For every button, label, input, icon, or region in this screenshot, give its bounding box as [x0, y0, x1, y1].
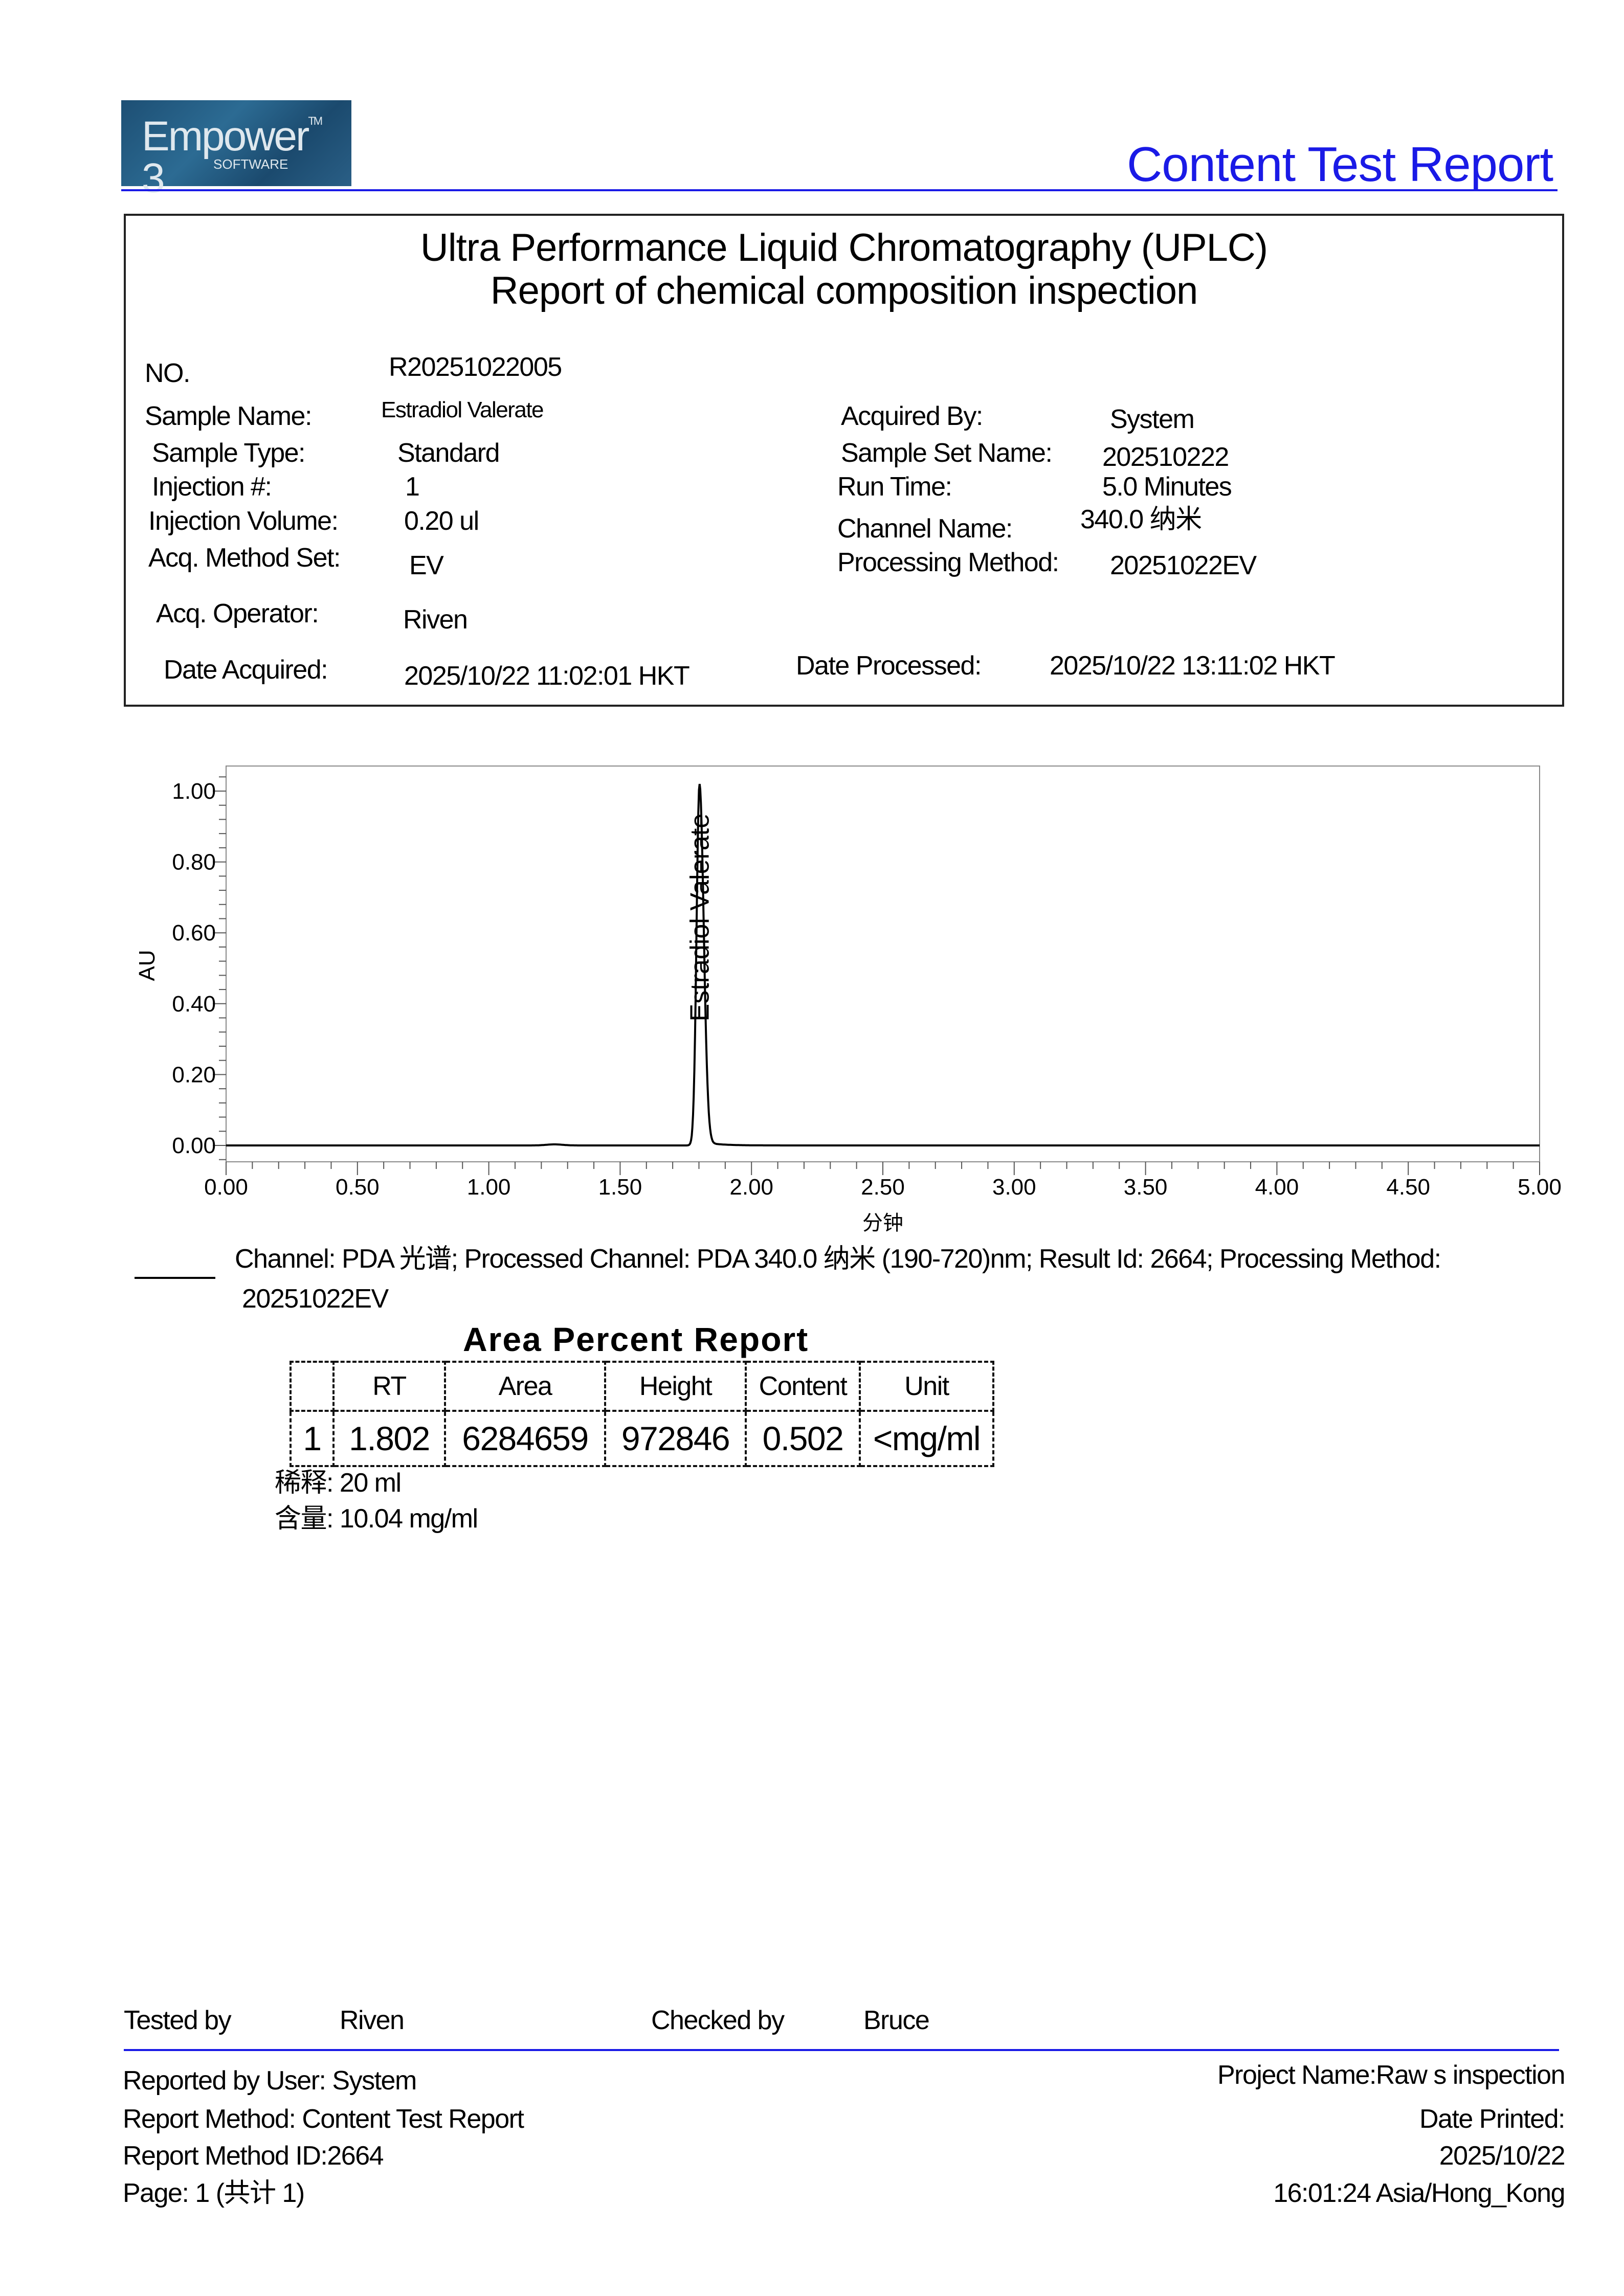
sample-name-label: Sample Name: [145, 401, 312, 431]
report-method: Report Method: Content Test Report [123, 2104, 524, 2134]
run-time-label: Run Time: [837, 472, 952, 502]
y-tick-label: 0.60 [172, 920, 216, 946]
header-cell [290, 1361, 335, 1412]
sample-info-box [124, 214, 1564, 707]
chromatogram-chart: 0.00 0.50 1.00 1.50 2.00 2.50 3.00 3.50 4.00 4.50… [135, 766, 1562, 1235]
x-tick-label: 1.50 [598, 1175, 642, 1200]
processing-method-value: 20251022EV [1110, 551, 1257, 580]
sample-set-name-label: Sample Set Name: [841, 438, 1053, 468]
dilution-text: 稀释: 20 ml [275, 1468, 402, 1498]
content-text: 含量: 10.04 mg/ml [275, 1504, 478, 1534]
y-axis-label: AU [135, 950, 160, 981]
sample-set-name-value: 202510222 [1102, 442, 1229, 472]
cell-area: 6284659 [444, 1410, 606, 1467]
acquired-by-label: Acquired By: [841, 401, 983, 431]
page-number: Page: 1 (共计 1) [123, 2178, 305, 2208]
acq-method-set-value: EV [409, 551, 444, 580]
cell-unit: <mg/ml [859, 1410, 994, 1467]
area-report-title: Area Percent Report [463, 1320, 809, 1358]
footer-divider [124, 2049, 1559, 2051]
run-time-value: 5.0 Minutes [1102, 472, 1232, 502]
processing-method-label: Processing Method: [837, 548, 1059, 577]
x-tick-label: 0.00 [204, 1175, 248, 1200]
x-axis-label: 分钟 [862, 1211, 903, 1235]
channel-name-value: 340.0 纳米 [1080, 505, 1202, 534]
header-divider [121, 189, 1558, 191]
injection-volume-label: Injection Volume: [148, 506, 339, 536]
info-title-line2: Report of chemical composition inspectio… [490, 269, 1198, 312]
empower-logo: EmpowerTM 3 SOFTWARE [121, 100, 351, 199]
tested-by-label: Tested by [124, 2006, 232, 2035]
date-processed-value: 2025/10/22 13:11:02 HKT [1050, 651, 1336, 681]
sample-type-label: Sample Type: [152, 438, 306, 468]
y-tick-label: 0.40 [172, 992, 216, 1017]
tested-by-value: Riven [340, 2006, 405, 2035]
date-processed-label: Date Processed: [796, 651, 982, 681]
injection-value: 1 [405, 472, 420, 502]
acq-operator-label: Acq. Operator: [156, 599, 319, 628]
plot-frame [226, 766, 1540, 1162]
no-label: NO. [145, 358, 190, 388]
header-cell: Area [444, 1361, 606, 1412]
date-acquired-label: Date Acquired: [164, 655, 328, 685]
header-cell: Content [745, 1361, 861, 1412]
sample-type-value: Standard [397, 438, 500, 468]
date-printed-time: 16:01:24 Asia/Hong_Kong [1273, 2178, 1565, 2208]
peak-label: Estradiol Valerate [685, 814, 715, 1022]
x-tick-label: 1.00 [467, 1175, 511, 1200]
report-method-id: Report Method ID:2664 [123, 2141, 384, 2171]
y-tick-label: 1.00 [172, 779, 216, 804]
cell-height: 972846 [604, 1410, 747, 1467]
date-printed-label: Date Printed: [1419, 2104, 1566, 2134]
x-tick-label: 2.00 [729, 1175, 773, 1200]
table-row: 1 1.802 6284659 972846 0.502 <mg/ml [290, 1410, 994, 1467]
legend-line-swatch [135, 1277, 215, 1279]
project-name: Project Name:Raw s inspection [1217, 2060, 1566, 2090]
sample-name-value: Estradiol Valerate [381, 397, 544, 422]
injection-volume-value: 0.20 ul [404, 506, 479, 536]
info-title-line1: Ultra Performance Liquid Chromatography … [420, 226, 1268, 269]
acq-method-set-label: Acq. Method Set: [148, 543, 341, 573]
report-title: Content Test Report [1126, 137, 1553, 192]
no-value: R20251022005 [389, 352, 562, 382]
x-tick-label: 4.00 [1255, 1175, 1299, 1200]
header-cell: RT [332, 1361, 446, 1412]
acq-operator-value: Riven [403, 605, 468, 635]
date-printed-date: 2025/10/22 [1439, 2141, 1566, 2171]
x-tick-label: 3.00 [992, 1175, 1036, 1200]
y-tick-label: 0.80 [172, 850, 216, 875]
x-tick-label: 3.50 [1124, 1175, 1168, 1200]
y-tick-label: 0.00 [172, 1133, 216, 1158]
checked-by-label: Checked by [651, 2006, 785, 2035]
y-tick-label: 0.20 [172, 1062, 216, 1087]
x-tick-label: 0.50 [336, 1175, 380, 1200]
table-header-row: RT Area Height Content Unit [290, 1361, 994, 1412]
x-tick-label: 2.50 [861, 1175, 905, 1200]
cell-rt: 1.802 [332, 1410, 446, 1467]
date-acquired-value: 2025/10/22 11:02:01 HKT [404, 661, 690, 691]
chromatogram-trace [226, 783, 1540, 1146]
acquired-by-value: System [1110, 404, 1195, 434]
channel-name-label: Channel Name: [837, 514, 1013, 544]
header-cell: Height [604, 1361, 747, 1412]
area-report-table: RT Area Height Content Unit 1 1.802 6284… [290, 1361, 994, 1467]
x-tick-label: 5.00 [1518, 1175, 1562, 1200]
checked-by-value: Bruce [863, 2006, 930, 2035]
cell-content: 0.502 [745, 1410, 861, 1467]
legend-text-line2: 20251022EV [242, 1284, 389, 1314]
x-tick-label: 4.50 [1386, 1175, 1430, 1200]
injection-label: Injection #: [152, 472, 272, 502]
cell-index: 1 [290, 1410, 335, 1467]
header-cell: Unit [859, 1361, 994, 1412]
legend-text-line1: Channel: PDA 光谱; Processed Channel: PDA … [235, 1244, 1441, 1274]
reported-by: Reported by User: System [123, 2066, 417, 2096]
